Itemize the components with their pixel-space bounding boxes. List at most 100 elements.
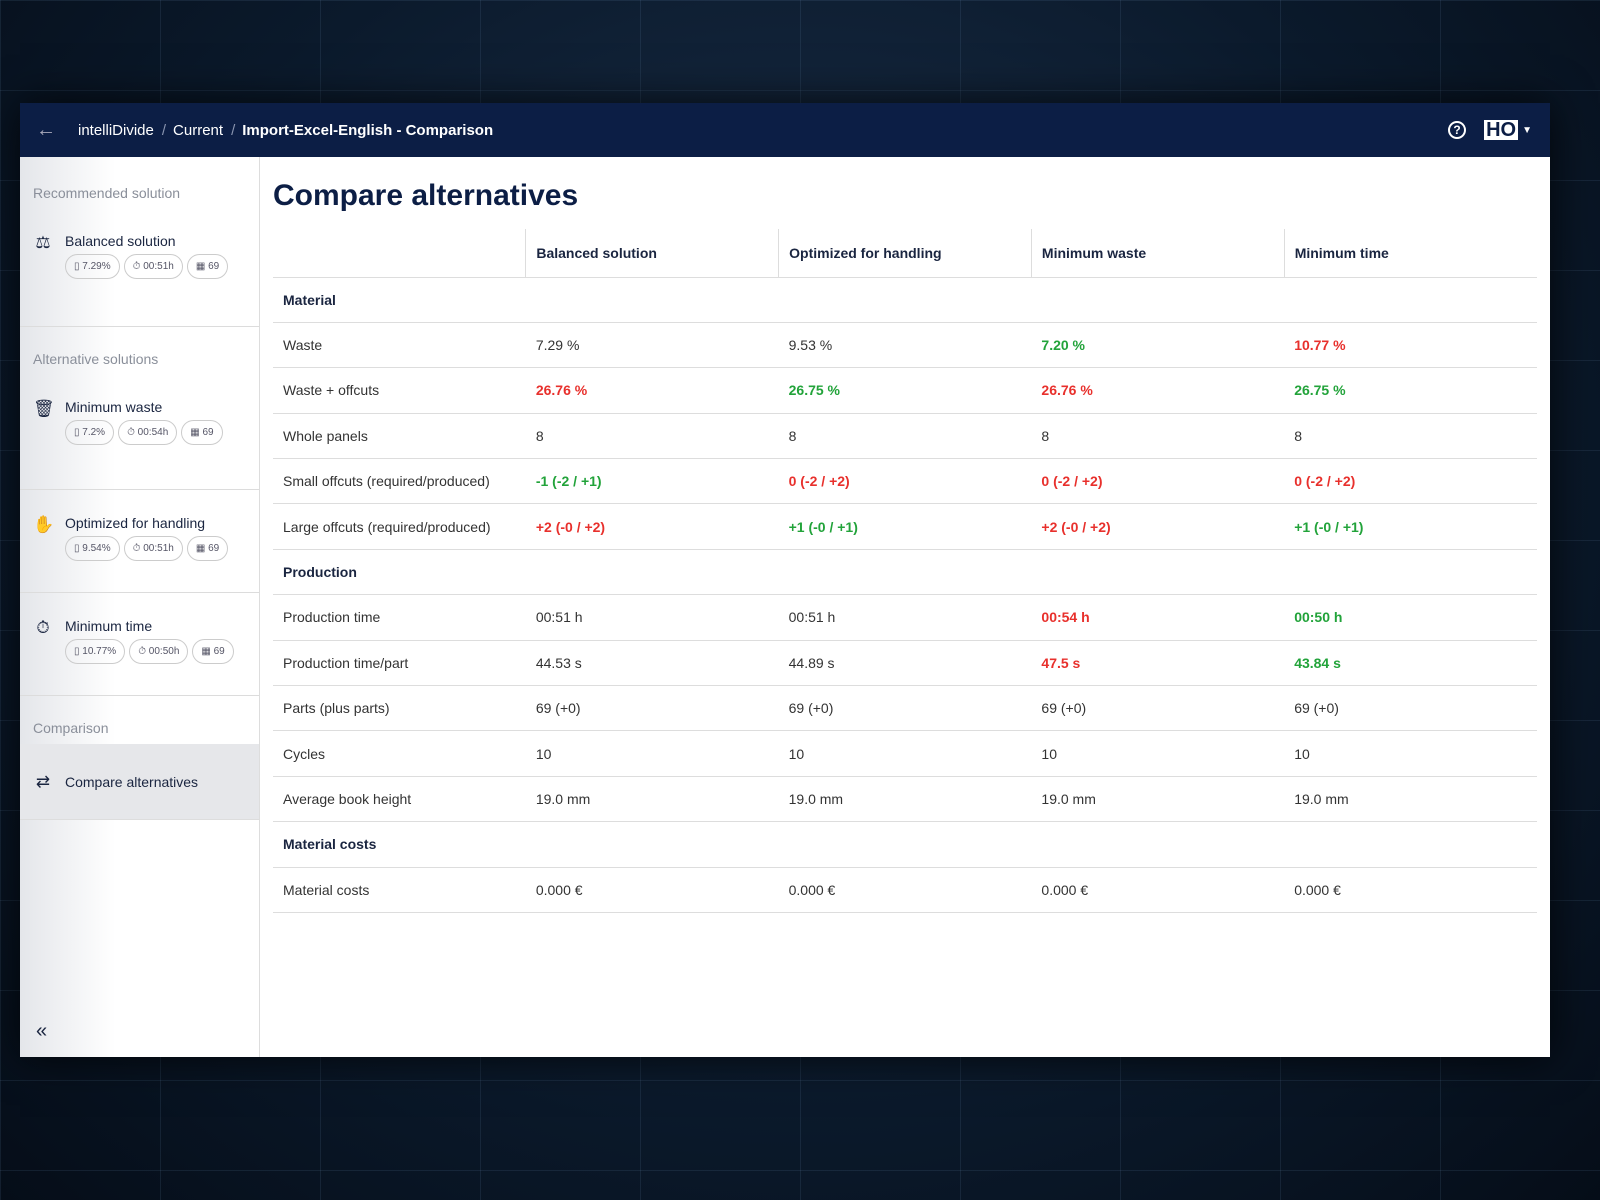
cell-value: +1 (-0 / +1) — [1284, 503, 1537, 550]
table-row: Production time 00:51 h 00:51 h 00:54 h 00:5… — [273, 594, 1537, 641]
cell-value: 69 (+0) — [1031, 685, 1285, 732]
waste-bin-icon: 🗑 — [33, 399, 55, 418]
column-header: Minimum waste — [1030, 229, 1285, 278]
waste-chip: ▯ 10.77% — [65, 639, 126, 664]
item-name: Minimum waste — [65, 399, 163, 415]
item-name: Minimum time — [65, 618, 153, 634]
table-row: Average book height 19.0 mm 19.0 mm 19.0 mm… — [273, 776, 1537, 823]
cell-value: 43.84 s — [1284, 640, 1537, 687]
chevron-down-icon[interactable]: ▼ — [1522, 124, 1532, 136]
group-label: Production — [273, 549, 1537, 596]
parts-chip: ▦ 69 — [186, 536, 229, 561]
cell-value: 10.77 % — [1284, 322, 1537, 369]
compare-arrows-icon: ⇄ — [35, 771, 51, 791]
row-label: Material costs — [273, 867, 526, 913]
sidebar-item-minimum-time[interactable]: ⏱ Minimum time ▯ 10.77% ⏱ 00:50h ▦ 69 — [20, 593, 259, 696]
row-label: Large offcuts (required/produced) — [273, 503, 526, 550]
sidebar: Recommended solution ⚖ Balanced solution… — [20, 157, 260, 1057]
time-chip: ⏱ 00:51h — [123, 254, 183, 279]
time-chip: ⏱ 00:54h — [118, 420, 178, 445]
cell-value: 7.20 % — [1031, 322, 1285, 369]
row-label: Small offcuts (required/produced) — [273, 458, 526, 505]
table-row: Waste 7.29 % 9.53 % 7.20 % 10.77 % — [273, 322, 1537, 369]
help-icon[interactable]: ? — [1448, 121, 1467, 139]
time-chip: ⏱ 00:50h — [129, 639, 189, 664]
page-title: Compare alternatives — [273, 179, 579, 212]
cell-value: 0.000 € — [1031, 867, 1285, 913]
row-label: Production time — [273, 594, 526, 641]
cell-value: 44.53 s — [525, 640, 779, 687]
back-arrow-icon[interactable]: ← — [36, 118, 56, 141]
cell-value: 26.75 % — [1284, 367, 1537, 414]
parts-chip: ▦ 69 — [186, 254, 229, 279]
sidebar-item-balanced[interactable]: ⚖ Balanced solution ▯ 7.29% ⏱ 00:51h ▦ 69 — [20, 201, 259, 327]
cell-value: +2 (-0 / +2) — [1031, 503, 1285, 550]
row-label: Waste — [273, 322, 526, 369]
cell-value: 69 (+0) — [1284, 685, 1537, 732]
time-chip: ⏱ 00:51h — [123, 536, 183, 561]
cell-value: 00:54 h — [1031, 594, 1285, 641]
cell-value: -1 (-2 / +1) — [525, 458, 779, 505]
group-label: Material — [273, 277, 1537, 323]
waste-chip: ▯ 7.2% — [65, 420, 115, 445]
cell-value: 7.29 % — [525, 322, 779, 369]
stopwatch-icon: ⏱ — [36, 618, 50, 637]
breadcrumb-page: Import-Excel-English - Comparison — [242, 121, 494, 139]
row-label: Cycles — [273, 730, 526, 777]
cell-value: 0.000 € — [525, 867, 779, 913]
top-bar: ← intelliDivide / Current / Import-Excel-E… — [20, 103, 1550, 157]
table-row: Waste + offcuts 26.76 % 26.75 % 26.76 % 26.7… — [273, 367, 1537, 414]
cell-value: 00:51 h — [778, 594, 1032, 641]
cell-value: +2 (-0 / +2) — [525, 503, 779, 550]
parts-chip: ▦ 69 — [192, 639, 234, 664]
column-header: Optimized for handling — [778, 229, 1032, 278]
cell-value: 00:50 h — [1284, 594, 1537, 641]
section-label-comparison: Comparison — [33, 720, 109, 736]
row-label: Parts (plus parts) — [273, 685, 526, 732]
scale-icon: ⚖ — [35, 233, 51, 252]
cell-value: 8 — [525, 413, 779, 460]
table-row: Whole panels 8 8 8 8 — [273, 413, 1537, 460]
cell-value: 19.0 mm — [778, 776, 1032, 823]
cell-value: 0 (-2 / +2) — [1031, 458, 1285, 505]
cell-value: 69 (+0) — [525, 685, 779, 732]
sidebar-item-minimum-waste[interactable]: 🗑 Minimum waste ▯ 7.2% ⏱ 00:54h ▦ 69 — [20, 367, 259, 490]
item-name: Optimized for handling — [65, 515, 206, 531]
cell-value: 44.89 s — [778, 640, 1032, 687]
cell-value: 8 — [778, 413, 1032, 460]
breadcrumb-app[interactable]: intelliDivide — [78, 121, 154, 139]
table-row: Production time/part 44.53 s 44.89 s 47.5 s… — [273, 640, 1537, 687]
section-label-alternatives: Alternative solutions — [33, 351, 159, 367]
cell-value: 26.76 % — [1031, 367, 1285, 414]
table-row: Cycles 10 10 10 10 — [273, 730, 1537, 777]
group-row: Material — [273, 277, 1537, 323]
cell-value: +1 (-0 / +1) — [778, 503, 1032, 550]
cell-value: 0.000 € — [1284, 867, 1537, 913]
app-window: ← intelliDivide / Current / Import-Excel-E… — [20, 103, 1550, 1057]
cell-value: 69 (+0) — [778, 685, 1032, 732]
cell-value: 26.75 % — [778, 367, 1032, 414]
cell-value: 19.0 mm — [1284, 776, 1537, 823]
comparison-table: Balanced solution Optimized for handling M… — [273, 229, 1537, 913]
cell-value: 10 — [1284, 730, 1537, 777]
sidebar-item-optimized-handling[interactable]: ✋ Optimized for handling ▯ 9.54% ⏱ 00:51h… — [20, 490, 259, 593]
table-row: Large offcuts (required/produced) +2 (-0 … — [273, 503, 1537, 550]
collapse-sidebar-icon[interactable]: « — [36, 1020, 48, 1042]
group-label: Material costs — [273, 821, 1537, 868]
cell-value: 00:51 h — [525, 594, 779, 641]
table-row: Small offcuts (required/produced) -1 (-2 … — [273, 458, 1537, 505]
sidebar-item-compare-alternatives[interactable]: ⇄ Compare alternatives — [20, 744, 259, 820]
row-label: Waste + offcuts — [273, 367, 526, 414]
cell-value: 26.76 % — [525, 367, 779, 414]
cell-value: 19.0 mm — [525, 776, 779, 823]
cell-value: 0 (-2 / +2) — [778, 458, 1032, 505]
user-menu-logo-icon[interactable]: HO — [1484, 119, 1519, 141]
main-content: Compare alternatives Balanced solution Op… — [273, 157, 1538, 1057]
group-row: Material costs — [273, 821, 1537, 868]
cell-value: 47.5 s — [1031, 640, 1285, 687]
cell-value: 10 — [525, 730, 779, 777]
row-label: Whole panels — [273, 413, 526, 460]
waste-chip: ▯ 7.29% — [65, 254, 120, 279]
cell-value: 9.53 % — [778, 322, 1032, 369]
breadcrumb-current[interactable]: Current — [173, 121, 224, 139]
